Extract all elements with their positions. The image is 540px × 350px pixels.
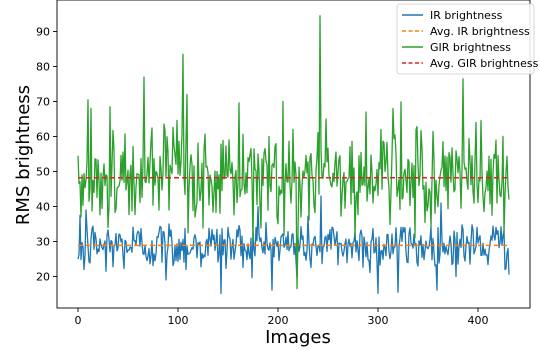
plot-area [77,15,510,295]
legend-entry-avg-ir-brightness: Avg. IR brightness [402,25,530,38]
legend-label: GIR brightness [430,41,511,54]
gir-brightness-line [77,15,510,290]
x-tick-label: 100 [168,314,189,327]
plot-frame [56,0,531,309]
x-tick-label: 200 [268,314,289,327]
x-tick-label: 0 [75,314,82,327]
legend-box [396,3,535,75]
y-tick-label: 60 [36,131,50,144]
x-tick-label: 300 [368,314,389,327]
y-tick-label: 90 [36,26,50,39]
legend-label: Avg. GIR brightness [430,57,539,70]
legend-label: IR brightness [430,9,503,22]
y-tick-label: 50 [36,166,50,179]
y-tick-label: 70 [36,96,50,109]
ir-brightness-line [77,195,510,295]
y-tick-label: 40 [36,201,50,214]
axes: 0 100 200 300 400 20 30 40 50 60 70 80 90 [36,0,531,327]
legend-entry-ir-brightness: IR brightness [402,9,503,22]
legend-label: Avg. IR brightness [430,25,530,38]
x-tick-label: 400 [468,314,489,327]
legend: IR brightness Avg. IR brightness GIR brigh… [396,3,539,75]
y-tick-label: 80 [36,61,50,74]
y-axis-label: RMS brightness [13,85,34,225]
y-tick-label: 20 [36,271,50,284]
x-axis-label: Images [265,327,331,348]
y-tick-label: 30 [36,236,50,249]
legend-entry-avg-gir-brightness: Avg. GIR brightness [402,57,539,70]
legend-entry-gir-brightness: GIR brightness [402,41,511,54]
